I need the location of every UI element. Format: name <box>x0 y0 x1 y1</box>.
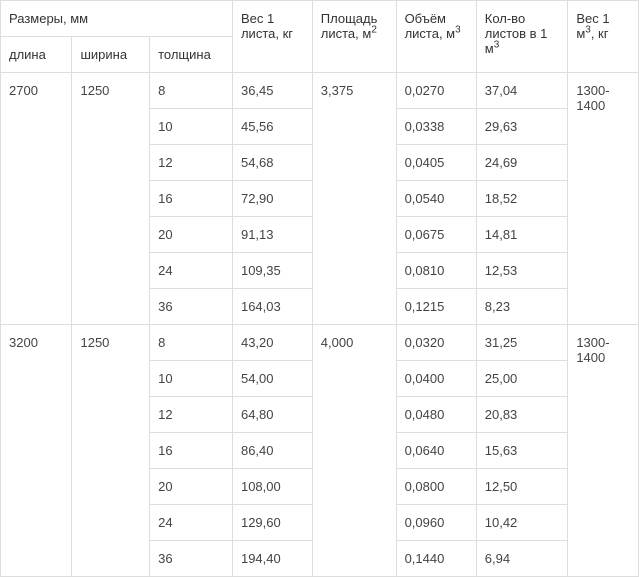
cell-thickness: 8 <box>150 325 233 361</box>
cell-sheet-volume: 0,0540 <box>396 181 476 217</box>
header-sheets-per-m3: Кол-во листов в 1 м3 <box>476 1 568 73</box>
cell-sheets-per-m3: 24,69 <box>476 145 568 181</box>
cell-sheet-volume: 0,0338 <box>396 109 476 145</box>
cell-sheet-weight: 194,40 <box>232 541 312 577</box>
cell-thickness: 36 <box>150 289 233 325</box>
header-sheet-area: Площадь листа, м2 <box>312 1 396 73</box>
table-row: 27001250836,453,3750,027037,041300-1400 <box>1 73 639 109</box>
cell-thickness: 16 <box>150 181 233 217</box>
cell-length: 2700 <box>1 73 72 325</box>
spec-table: Размеры, мм Вес 1 листа, кг Площадь лист… <box>0 0 639 577</box>
cell-sheet-weight: 45,56 <box>232 109 312 145</box>
cell-sheets-per-m3: 12,50 <box>476 469 568 505</box>
header-weight-m3-text-b: , кг <box>591 26 609 41</box>
cell-sheets-per-m3: 12,53 <box>476 253 568 289</box>
table-body: 27001250836,453,3750,027037,041300-14001… <box>1 73 639 577</box>
cell-length: 3200 <box>1 325 72 577</box>
cell-thickness: 36 <box>150 541 233 577</box>
sup-2: 2 <box>371 25 377 36</box>
header-length: длина <box>1 37 72 73</box>
cell-sheet-weight: 129,60 <box>232 505 312 541</box>
cell-sheet-volume: 0,0320 <box>396 325 476 361</box>
table-header: Размеры, мм Вес 1 листа, кг Площадь лист… <box>1 1 639 73</box>
cell-sheet-weight: 36,45 <box>232 73 312 109</box>
cell-sheets-per-m3: 14,81 <box>476 217 568 253</box>
header-thickness: толщина <box>150 37 233 73</box>
cell-thickness: 20 <box>150 469 233 505</box>
cell-sheet-weight: 72,90 <box>232 181 312 217</box>
table-container: Размеры, мм Вес 1 листа, кг Площадь лист… <box>0 0 639 577</box>
cell-thickness: 8 <box>150 73 233 109</box>
cell-sheet-volume: 0,0400 <box>396 361 476 397</box>
cell-sheet-weight: 109,35 <box>232 253 312 289</box>
cell-thickness: 10 <box>150 109 233 145</box>
cell-sheets-per-m3: 8,23 <box>476 289 568 325</box>
cell-thickness: 12 <box>150 397 233 433</box>
cell-sheet-volume: 0,0675 <box>396 217 476 253</box>
header-width: ширина <box>72 37 150 73</box>
cell-width: 1250 <box>72 325 150 577</box>
cell-sheet-weight: 43,20 <box>232 325 312 361</box>
header-sheet-weight: Вес 1 листа, кг <box>232 1 312 73</box>
cell-sheets-per-m3: 18,52 <box>476 181 568 217</box>
sup-3b: 3 <box>494 40 500 51</box>
cell-sheet-weight: 54,68 <box>232 145 312 181</box>
table-row: 32001250843,204,0000,032031,251300-1400 <box>1 325 639 361</box>
cell-sheet-volume: 0,0270 <box>396 73 476 109</box>
sup-3: 3 <box>455 25 461 36</box>
cell-sheet-volume: 0,0480 <box>396 397 476 433</box>
cell-sheet-volume: 0,0810 <box>396 253 476 289</box>
cell-sheets-per-m3: 31,25 <box>476 325 568 361</box>
cell-thickness: 20 <box>150 217 233 253</box>
cell-sheet-weight: 108,00 <box>232 469 312 505</box>
cell-sheet-area: 3,375 <box>312 73 396 325</box>
cell-sheet-volume: 0,0640 <box>396 433 476 469</box>
cell-thickness: 12 <box>150 145 233 181</box>
cell-sheet-weight: 54,00 <box>232 361 312 397</box>
cell-sheets-per-m3: 20,83 <box>476 397 568 433</box>
cell-width: 1250 <box>72 73 150 325</box>
cell-sheet-volume: 0,1440 <box>396 541 476 577</box>
cell-sheet-volume: 0,1215 <box>396 289 476 325</box>
cell-sheet-volume: 0,0405 <box>396 145 476 181</box>
cell-sheet-weight: 86,40 <box>232 433 312 469</box>
cell-weight-m3: 1300-1400 <box>568 73 639 325</box>
cell-sheets-per-m3: 15,63 <box>476 433 568 469</box>
cell-weight-m3: 1300-1400 <box>568 325 639 577</box>
cell-sheet-area: 4,000 <box>312 325 396 577</box>
cell-sheet-volume: 0,0960 <box>396 505 476 541</box>
cell-thickness: 16 <box>150 433 233 469</box>
cell-sheets-per-m3: 29,63 <box>476 109 568 145</box>
header-sheet-area-text: Площадь листа, м <box>321 11 378 41</box>
cell-sheet-weight: 164,03 <box>232 289 312 325</box>
cell-thickness: 24 <box>150 253 233 289</box>
cell-sheet-volume: 0,0800 <box>396 469 476 505</box>
cell-sheet-weight: 64,80 <box>232 397 312 433</box>
cell-sheets-per-m3: 6,94 <box>476 541 568 577</box>
header-sheet-volume: Объём листа, м3 <box>396 1 476 73</box>
cell-sheets-per-m3: 37,04 <box>476 73 568 109</box>
cell-sheets-per-m3: 25,00 <box>476 361 568 397</box>
cell-sheets-per-m3: 10,42 <box>476 505 568 541</box>
cell-sheet-weight: 91,13 <box>232 217 312 253</box>
header-dimensions-group: Размеры, мм <box>1 1 233 37</box>
header-weight-m3: Вес 1 м3, кг <box>568 1 639 73</box>
cell-thickness: 10 <box>150 361 233 397</box>
header-sheet-vol-text: Объём листа, м <box>405 11 456 41</box>
cell-thickness: 24 <box>150 505 233 541</box>
